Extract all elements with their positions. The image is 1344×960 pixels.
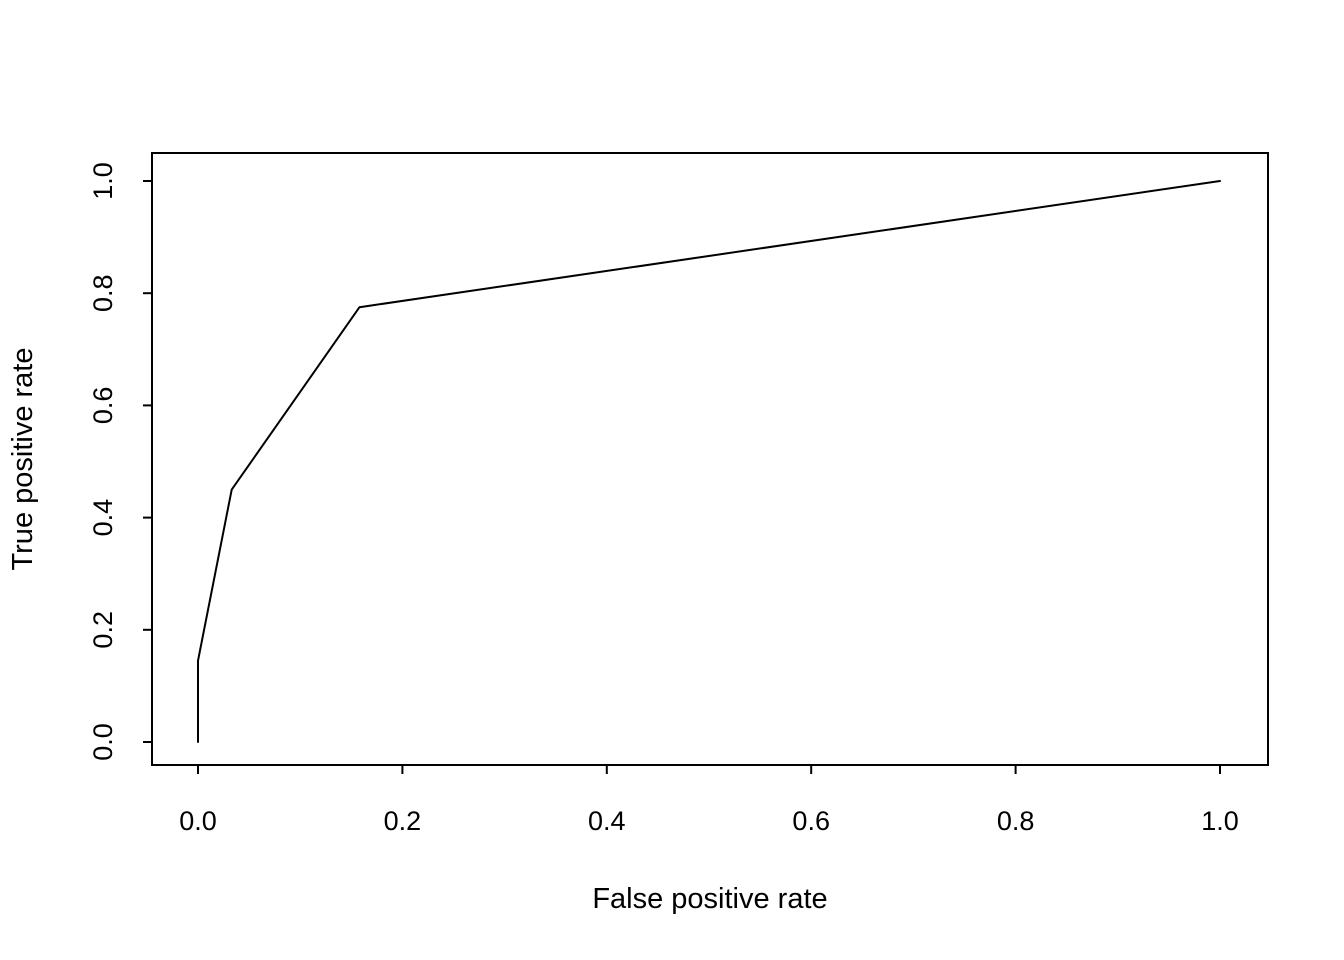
- x-axis-tick-label: 0.4: [588, 806, 626, 836]
- x-axis-title: False positive rate: [592, 883, 827, 915]
- y-axis-tick-label: 0.2: [88, 611, 118, 649]
- plot-box: [151, 152, 1269, 766]
- y-axis-tick-label: 1.0: [88, 162, 118, 200]
- y-axis-tick-label: 0.8: [88, 274, 118, 312]
- x-axis-tick-label: 0.2: [384, 806, 422, 836]
- y-axis-title: True positive rate: [7, 348, 39, 571]
- x-axis-tick-label: 1.0: [1201, 806, 1239, 836]
- y-axis-tick-label: 0.6: [88, 387, 118, 425]
- x-axis-tick-label: 0.6: [792, 806, 830, 836]
- y-axis-tick-label: 0.4: [88, 499, 118, 537]
- y-axis-tick-label: 0.0: [88, 723, 118, 761]
- x-axis-tick-label: 0.0: [179, 806, 217, 836]
- roc-curve-line: [197, 180, 1221, 743]
- x-axis-tick-label: 0.8: [997, 806, 1035, 836]
- plot-dynamic-layer: 0.0 0.2 0.4 0.6 0.8 1.0 0.0 0.2 0.4 0.6 0.8 1.0: [88, 152, 1269, 836]
